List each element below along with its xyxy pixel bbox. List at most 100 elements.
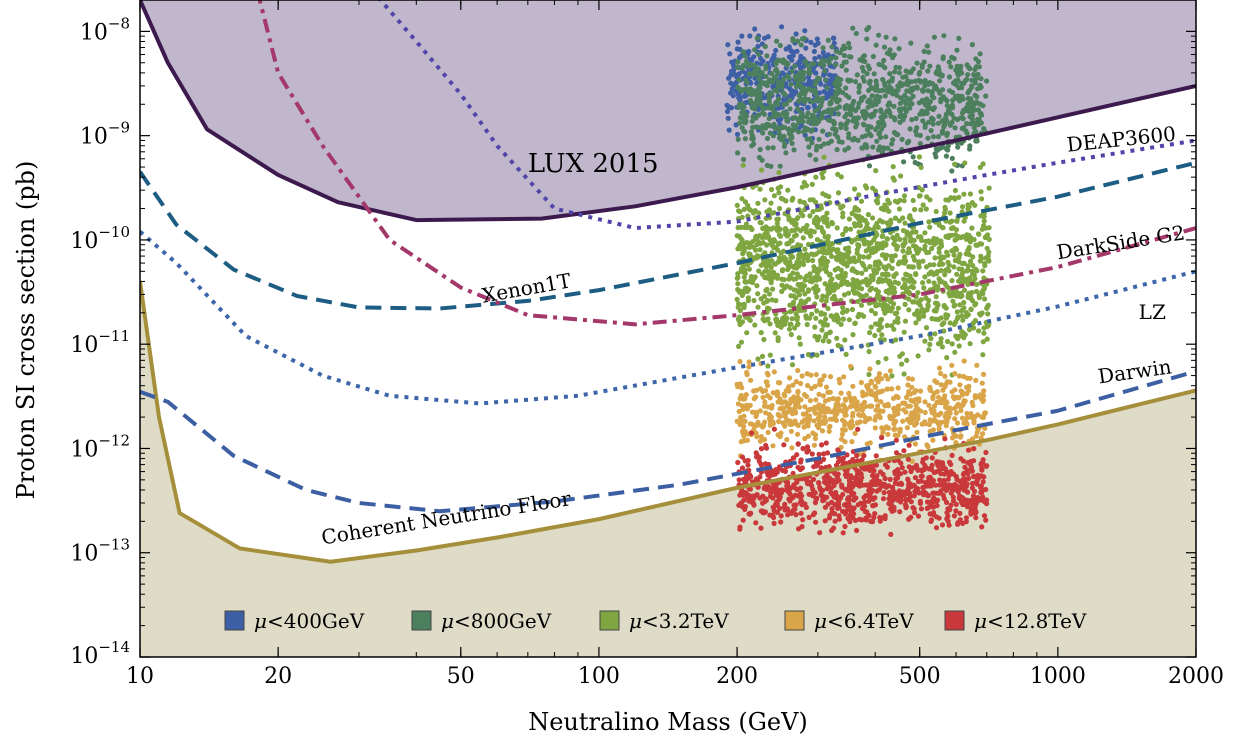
scatter-point [965,447,972,453]
scatter-point [761,437,768,443]
scatter-point [781,254,787,260]
scatter-point [929,245,935,251]
scatter-point [885,145,891,151]
scatter-point [961,218,967,224]
scatter-point [907,105,913,111]
scatter-point [975,86,981,92]
scatter-point [898,173,904,179]
scatter-point [802,404,808,410]
scatter-point [771,237,777,243]
scatter-point [902,254,908,260]
scatter-point [807,152,813,158]
scatter-point [843,473,849,479]
scatter-point [819,377,825,383]
scatter-point [839,508,846,514]
scatter-point [892,69,898,75]
scatter-point [752,322,758,328]
scatter-point [833,312,840,318]
scatter-point [816,267,823,273]
scatter-point [734,233,740,239]
scatter-point [920,118,926,124]
scatter-point [907,249,913,255]
scatter-point [799,36,806,42]
scatter-point [954,483,960,489]
scatter-point [916,398,922,404]
scatter-point [969,225,975,231]
scatter-point [847,107,853,113]
scatter-point [737,246,743,252]
scatter-point [833,417,840,423]
scatter-point [848,363,854,369]
scatter-point [738,235,744,241]
scatter-point [851,395,858,402]
scatter-point [881,57,887,64]
scatter-point [825,482,831,488]
scatter-point [941,254,947,260]
scatter-point [750,124,756,130]
scatter-point [850,383,856,389]
scatter-point [931,280,937,286]
scatter-point [892,253,898,259]
scatter-point [847,111,854,117]
scatter-point [832,511,838,517]
scatter-point [967,146,973,152]
scatter-point [831,120,837,126]
scatter-point [884,386,890,392]
scatter-point [961,501,968,507]
scatter-point [872,97,878,103]
scatter-point [845,507,851,513]
scatter-point [742,53,748,59]
scatter-point [764,123,770,129]
scatter-point [964,268,970,274]
scatter-point [771,520,777,527]
scatter-point [828,55,834,61]
scatter-point [764,370,770,376]
scatter-point [809,251,815,257]
scatter-point [777,112,783,118]
scatter-point [873,376,879,382]
scatter-point [816,425,822,431]
scatter-point [753,430,759,436]
scatter-point [828,80,834,86]
scatter-point [846,485,852,491]
scatter-point [748,493,754,499]
scatter-point [842,404,848,410]
scatter-point [852,79,859,85]
scatter-point [812,89,818,95]
scatter-point [739,33,745,39]
scatter-point [783,198,789,204]
scatter-point [883,134,889,140]
scatter-point [931,495,937,501]
scatter-point [905,382,911,388]
scatter-point [774,227,781,233]
scatter-point [881,80,888,86]
scatter-point [945,252,951,258]
scatter-point [972,318,979,324]
scatter-point [887,71,893,77]
scatter-point [964,76,970,82]
scatter-point [820,49,826,56]
scatter-point [801,417,808,423]
scatter-point [915,478,922,485]
scatter-point [811,285,817,292]
scatter-point [763,287,769,294]
scatter-point [926,422,932,428]
scatter-point [944,379,950,385]
scatter-point [832,502,838,508]
scatter-point [846,54,853,60]
scatter-point [980,371,987,377]
scatter-point [846,290,852,296]
scatter-point [866,163,873,169]
scatter-point [867,484,873,490]
scatter-point [740,396,747,402]
scatter-point [817,487,824,493]
scatter-point [766,291,773,297]
scatter-point [949,155,955,161]
scatter-point [895,87,901,93]
scatter-point [763,228,770,234]
scatter-point [875,412,881,418]
scatter-point [759,125,765,131]
scatter-point [938,410,944,416]
scatter-point [869,519,876,525]
scatter-point [823,440,829,446]
